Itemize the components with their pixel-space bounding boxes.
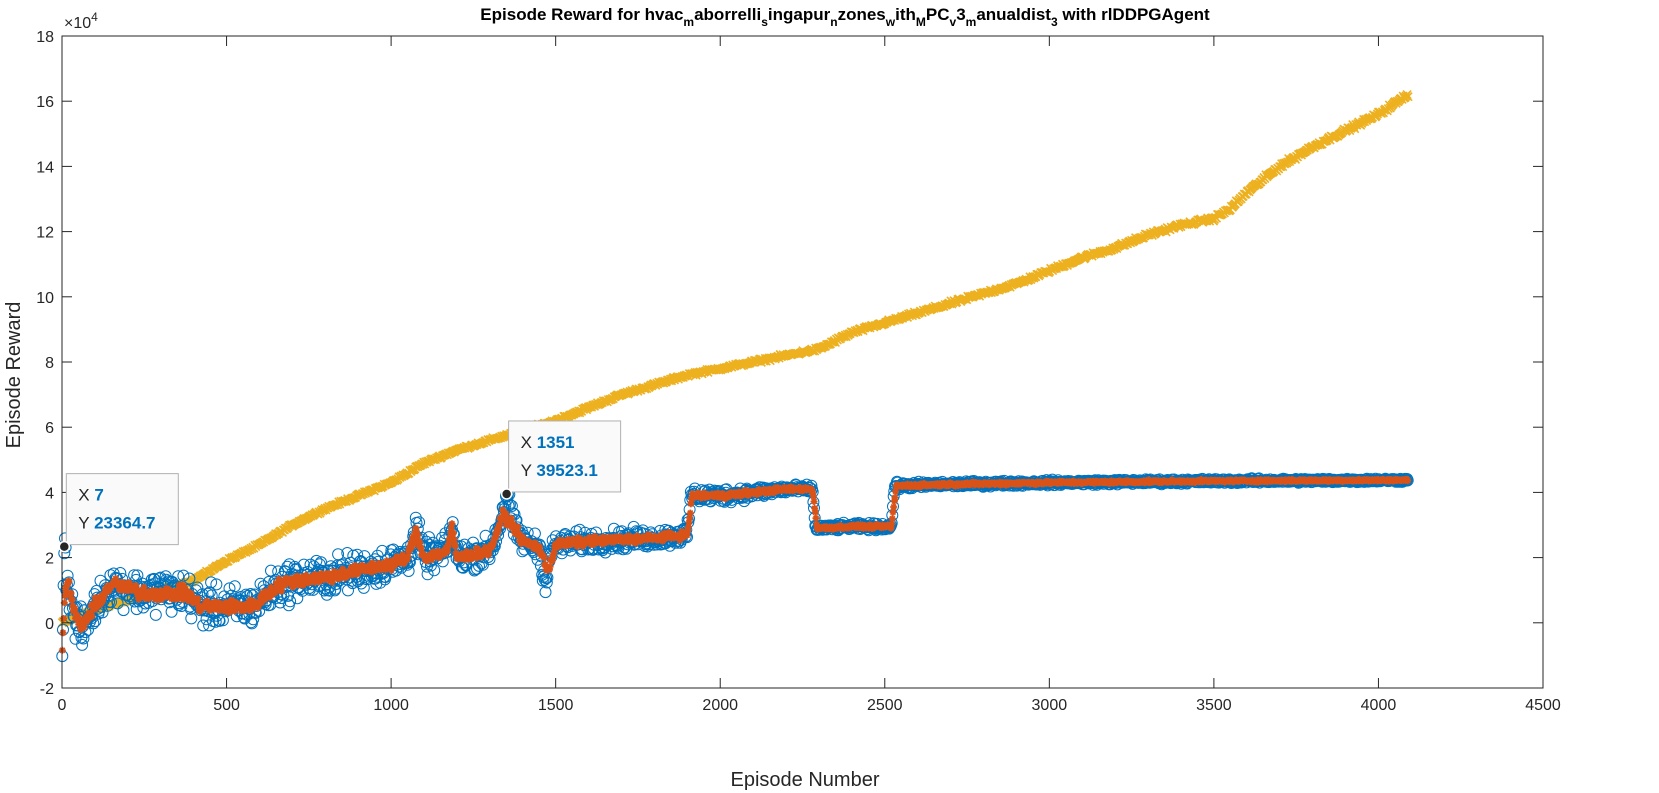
episode-reward-point — [185, 612, 198, 625]
episode-reward-point — [203, 619, 216, 632]
title-part: w — [885, 15, 896, 29]
episode-reward-point — [117, 604, 130, 617]
episode-reward-point — [76, 638, 89, 651]
episode-reward-point — [149, 608, 162, 621]
episode-reward-point — [324, 584, 337, 597]
average-reward-point — [67, 589, 75, 597]
episode-reward-point — [94, 574, 107, 587]
episode-reward-point — [223, 582, 236, 595]
title-part: with rlDDPGAgent — [1058, 5, 1210, 24]
title-part: aborrelli — [694, 5, 761, 24]
episode-reward-point — [205, 576, 218, 589]
title-part: v — [950, 15, 957, 29]
episode-reward-point — [111, 597, 124, 610]
title-part: ingapur — [768, 5, 831, 24]
episode-reward-point — [274, 596, 287, 609]
episode-reward-point — [282, 589, 295, 602]
episode-reward-point — [228, 580, 241, 593]
episode-reward-point — [165, 605, 178, 618]
average-reward-point — [891, 494, 899, 502]
episode-reward-point — [284, 595, 297, 608]
average-reward-point — [65, 577, 73, 585]
average-reward-point — [68, 595, 76, 603]
episode-reward-point — [197, 619, 210, 632]
episode-reward-point — [177, 569, 190, 582]
title-part: m — [683, 15, 694, 29]
title-part: anualdist — [976, 5, 1051, 24]
average-reward-point — [451, 542, 459, 550]
episode-reward-point — [114, 567, 127, 579]
episode-reward-point — [254, 577, 267, 590]
episode-reward-point — [351, 548, 364, 561]
title-part: 3 — [956, 5, 965, 24]
chart-title: Episode Reward for hvacmaborrellisingapu… — [480, 5, 1210, 29]
title-part: zones — [838, 5, 886, 24]
episode-reward-point — [172, 570, 185, 583]
episode-reward-point — [310, 554, 323, 567]
episode-reward-point — [69, 632, 82, 645]
title-part: n — [830, 15, 837, 29]
title-part: PC — [926, 5, 950, 24]
title-part: s — [761, 15, 768, 29]
average-reward-point — [60, 614, 68, 622]
episode-reward-point — [183, 572, 196, 585]
title-part: Episode Reward for hvac — [480, 5, 683, 24]
title-part: ith — [895, 5, 916, 24]
episode-reward-point — [210, 578, 223, 591]
average-reward-point — [449, 529, 457, 537]
episode-reward-point — [357, 581, 370, 594]
episode-reward-point — [320, 588, 333, 601]
series-layer — [56, 90, 1414, 663]
title-part: 3 — [1051, 15, 1058, 29]
episode-reward-point — [313, 558, 326, 571]
title-part: m — [966, 15, 977, 29]
episode-q0-point — [1403, 92, 1413, 102]
average-reward-point — [888, 515, 896, 523]
episode-reward-point — [203, 586, 216, 599]
episode-reward-point — [247, 613, 260, 626]
title-part: M — [916, 15, 926, 29]
episode-reward-point — [196, 588, 209, 601]
average-reward-point — [71, 605, 79, 613]
